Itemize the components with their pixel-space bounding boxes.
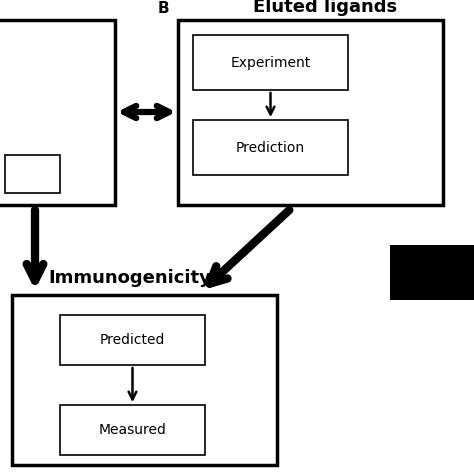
Bar (5, 155, 60, 193)
Text: Measured: Measured (99, 423, 166, 437)
Bar (193, 35, 348, 90)
Text: Predicted: Predicted (100, 333, 165, 347)
Bar (193, 120, 348, 175)
Text: Experiment: Experiment (230, 55, 310, 70)
Text: B: B (157, 1, 169, 16)
Bar (12, 295, 277, 465)
Text: Prediction: Prediction (236, 140, 305, 155)
Bar (0, 20, 115, 205)
Bar (60, 315, 205, 365)
Bar (390, 245, 474, 300)
Bar (178, 20, 443, 205)
Bar (60, 405, 205, 455)
Text: Immunogenicity: Immunogenicity (48, 269, 211, 287)
Text: Eluted ligands: Eluted ligands (254, 0, 398, 16)
